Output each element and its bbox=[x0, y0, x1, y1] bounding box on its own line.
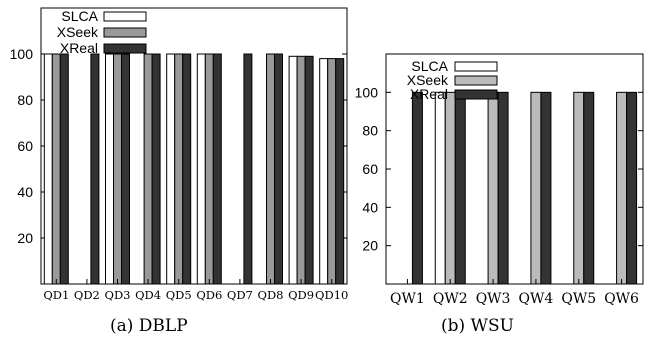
bar-xreal-qd5 bbox=[182, 53, 192, 285]
bar-xseek-qw4 bbox=[530, 91, 542, 285]
bar-slca-qd10 bbox=[319, 58, 329, 285]
bar-xreal-qd6 bbox=[212, 53, 222, 285]
x-tick-label: QW4 bbox=[519, 291, 554, 307]
legend-swatch-xreal bbox=[454, 89, 498, 100]
bar-xreal-qw5 bbox=[583, 91, 595, 285]
x-tick-label: QW1 bbox=[390, 291, 425, 307]
bar-xseek-qd8 bbox=[266, 53, 275, 285]
bar-xseek-qd3 bbox=[113, 53, 122, 285]
bar-xseek-qd4 bbox=[143, 53, 153, 285]
legend-label-slca: SLCA bbox=[411, 58, 448, 74]
bar-xseek-qd10 bbox=[327, 58, 337, 285]
y-tick-label: 80 bbox=[17, 92, 33, 108]
bar-xreal-qd7 bbox=[243, 53, 253, 285]
bar-slca-qw2 bbox=[434, 91, 446, 285]
x-tick-label: QD8 bbox=[258, 288, 284, 302]
legend-swatch-xseek bbox=[454, 75, 498, 86]
bar-xseek-qw5 bbox=[573, 91, 585, 285]
bar-slca-qd1 bbox=[43, 53, 53, 285]
legend-swatch-slca bbox=[103, 11, 147, 22]
x-tick-label: QD4 bbox=[135, 288, 161, 302]
chart-wsu: 20 40 60 80 100 QW1 QW2 QW3 QW4 QW5 QW6 SLCAXSeekXR… bbox=[355, 53, 644, 307]
legend-label-xreal: XReal bbox=[60, 40, 98, 56]
bar-xseek-qd1 bbox=[51, 53, 61, 285]
bar-slca-qd9 bbox=[288, 55, 298, 285]
bar-xreal-qw4 bbox=[540, 91, 552, 285]
bar-slca-qd6 bbox=[196, 53, 206, 285]
x-tick-label: QW2 bbox=[433, 291, 468, 307]
x-tick-label: QD3 bbox=[105, 288, 131, 302]
bar-xreal-qd9 bbox=[304, 55, 314, 285]
y-tick-label: 100 bbox=[10, 46, 34, 62]
bar-xseek-qw3 bbox=[487, 91, 499, 285]
legend-label-xreal: XReal bbox=[410, 86, 448, 102]
y-tick-label: 60 bbox=[17, 138, 33, 154]
y-tick-label: 80 bbox=[362, 123, 378, 139]
bar-xreal-qd10 bbox=[335, 58, 345, 285]
legend-label-slca: SLCA bbox=[61, 8, 98, 24]
bar-xseek-qw2 bbox=[444, 91, 456, 285]
x-tick-label: QW3 bbox=[476, 291, 511, 307]
y-tick-label: 40 bbox=[17, 184, 33, 200]
y-tick-label: 20 bbox=[362, 238, 378, 254]
bar-slca-qd5 bbox=[166, 53, 176, 285]
x-tick-label: QD6 bbox=[196, 288, 222, 302]
bar-xreal-qw3 bbox=[497, 91, 509, 285]
y-tick-label: 100 bbox=[355, 84, 379, 100]
legend-swatch-xseek bbox=[103, 27, 147, 38]
x-tick-label: QD1 bbox=[43, 288, 69, 302]
bar-xreal-qw1 bbox=[411, 91, 423, 285]
bar-xreal-qw2 bbox=[454, 91, 466, 285]
legend-label-xseek: XSeek bbox=[407, 72, 449, 88]
x-tick-label: QD2 bbox=[74, 288, 100, 302]
bar-xreal-qd3 bbox=[121, 53, 130, 285]
y-tick-label: 40 bbox=[362, 199, 378, 215]
bar-xreal-qd8 bbox=[274, 53, 283, 285]
bar-xreal-qd1 bbox=[59, 53, 69, 285]
x-tick-label: QD7 bbox=[227, 288, 253, 302]
bar-xreal-qd4 bbox=[151, 53, 161, 285]
legend-swatch-slca bbox=[454, 61, 498, 72]
caption-dblp: (a) DBLP bbox=[110, 316, 188, 336]
bar-xseek-qd9 bbox=[296, 55, 306, 285]
legend-swatch-xreal bbox=[103, 43, 147, 54]
y-tick-label: 20 bbox=[17, 230, 33, 246]
chart-dblp: 20 40 60 80 100 QD1 QD2 QD3 QD4 QD5 QD6 QD7 QD8 QD9 QD… bbox=[10, 7, 348, 302]
bar-xseek-qd6 bbox=[204, 53, 214, 285]
bar-xseek-qd5 bbox=[174, 53, 184, 285]
bar-slca-qd3 bbox=[105, 53, 114, 285]
x-tick-label: QD9 bbox=[288, 288, 314, 302]
x-tick-label: QD10 bbox=[315, 288, 348, 302]
legend-label-xseek: XSeek bbox=[57, 24, 99, 40]
bar-xseek-qw6 bbox=[616, 91, 628, 285]
caption-wsu: (b) WSU bbox=[441, 316, 514, 336]
bar-xreal-qd2 bbox=[90, 53, 100, 285]
x-tick-label: QW5 bbox=[561, 291, 596, 307]
x-tick-label: QW6 bbox=[604, 291, 639, 307]
bar-xreal-qw6 bbox=[626, 91, 638, 285]
y-tick-label: 60 bbox=[362, 161, 378, 177]
x-tick-label: QD5 bbox=[166, 288, 192, 302]
